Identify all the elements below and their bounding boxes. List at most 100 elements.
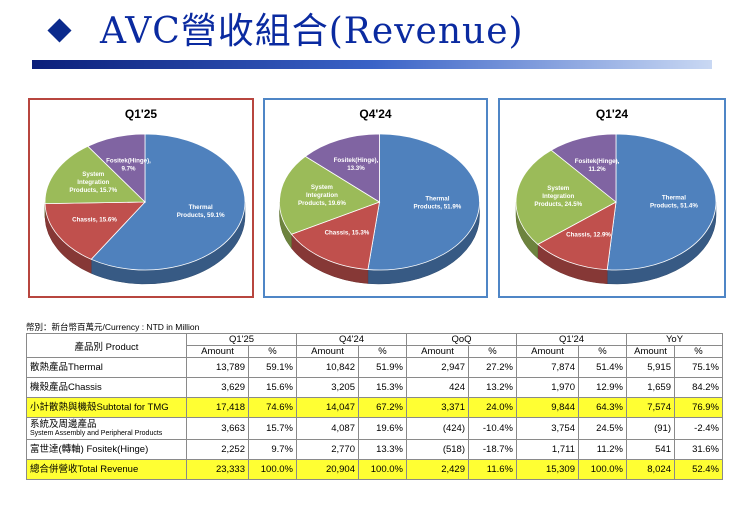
amount-cell: 13,789	[186, 357, 249, 378]
amount-header: Amount	[626, 345, 675, 358]
pie-slice	[44, 201, 146, 260]
amount-cell: (424)	[406, 417, 469, 440]
percent-header: %	[248, 345, 297, 358]
amount-cell: 9,844	[516, 397, 579, 418]
pie-slice	[367, 133, 480, 271]
table-row: 總合併營收Total Revenue 23,333 100.0% 20,904 100.…	[26, 459, 723, 480]
percent-cell: 12.9%	[578, 377, 627, 398]
pie-slice	[87, 133, 146, 203]
period-header: YoY	[626, 333, 723, 346]
percent-cell: 31.6%	[674, 439, 723, 460]
amount-cell: (518)	[406, 439, 469, 460]
amount-cell: 3,754	[516, 417, 579, 440]
row-label-subtext: System Assembly and Peripheral Products	[30, 430, 163, 437]
row-label-text: 小計散熱與機殼Subtotal for TMG	[30, 402, 169, 413]
amount-cell: 2,947	[406, 357, 469, 378]
amount-cell: 3,371	[406, 397, 469, 418]
revenue-table: 產品別 Product Q1'25 Q4'24 QoQ Q1'24 YoY Am…	[26, 333, 723, 480]
percent-cell: 52.4%	[674, 459, 723, 480]
percent-header: %	[578, 345, 627, 358]
pie-slice	[279, 155, 381, 235]
pie-title: Q4'24	[359, 107, 392, 121]
pie-svg: Q1'25 Thermal Products, 59.1% Chassis, 15.6…	[44, 107, 246, 285]
percent-cell: -2.4%	[674, 417, 723, 440]
table-row: 系統及周邊產品 System Assembly and Peripheral Pr…	[26, 417, 723, 440]
percent-cell: 11.6%	[468, 459, 517, 480]
amount-cell: 14,047	[296, 397, 359, 418]
page-title: AVC營收組合(Revenue)	[100, 11, 524, 52]
amount-cell: 4,087	[296, 417, 359, 440]
amount-cell: 17,418	[186, 397, 249, 418]
percent-cell: 9.7%	[248, 439, 297, 460]
percent-cell: -10.4%	[468, 417, 517, 440]
amount-cell: (91)	[626, 417, 675, 440]
table-header-row: 產品別 Product Q1'25 Q4'24 QoQ Q1'24 YoY	[26, 333, 723, 358]
percent-cell: 75.1%	[674, 357, 723, 378]
amount-cell: 20,904	[296, 459, 359, 480]
amount-header: Amount	[516, 345, 579, 358]
amount-cell: 1,970	[516, 377, 579, 398]
period-header: Q1'24	[516, 333, 627, 346]
pie-slice	[515, 149, 617, 245]
amount-cell: 23,333	[186, 459, 249, 480]
percent-header: %	[358, 345, 407, 358]
pie-slice	[90, 133, 246, 271]
percent-cell: -18.7%	[468, 439, 517, 460]
percent-cell: 64.3%	[578, 397, 627, 418]
pie-slice-label: Chassis, 12.9%	[566, 232, 611, 239]
percent-cell: 59.1%	[248, 357, 297, 378]
amount-cell: 7,874	[516, 357, 579, 378]
amount-header: Amount	[186, 345, 249, 358]
amount-cell: 1,711	[516, 439, 579, 460]
row-label: 系統及周邊產品 System Assembly and Peripheral Pr…	[26, 417, 187, 440]
amount-cell: 15,309	[516, 459, 579, 480]
pie-slice-label: Fositek(Hinge), 11.2%	[575, 158, 620, 173]
pie-slice-label: System Integration Products, 19.6%	[298, 184, 346, 207]
pie-chart-q1-25: Q1'25 Thermal Products, 59.1% Chassis, 15.6…	[28, 98, 254, 298]
pie-title: Q1'24	[596, 107, 629, 121]
row-label: 總合併營收Total Revenue	[26, 459, 187, 480]
amount-cell: 2,252	[186, 439, 249, 460]
table-row: 機殼產品Chassis 3,629 15.6% 3,205 15.3% 424 13.2% 1…	[26, 377, 723, 398]
period-header: QoQ	[406, 333, 517, 346]
amount-cell: 3,629	[186, 377, 249, 398]
period-header: Q4'24	[296, 333, 407, 346]
amount-cell: 1,659	[626, 377, 675, 398]
pie-slice-label: Fositek(Hinge), 13.3%	[334, 157, 379, 172]
currency-note: 幣別：新台幣百萬元/Currency : NTD in Million	[26, 322, 200, 332]
pie-svg: Q1'24 Thermal Products, 51.4% Chassis, 12.9…	[515, 107, 717, 285]
page-header: AVC營收組合(Revenue)	[0, 0, 740, 69]
pie-slice-label: Chassis, 15.6%	[72, 216, 117, 223]
amount-cell: 3,663	[186, 417, 249, 440]
percent-cell: 51.9%	[358, 357, 407, 378]
amount-cell: 424	[406, 377, 469, 398]
pie-slice-label: System Integration Products, 24.5%	[534, 185, 582, 208]
row-label-text: 系統及周邊產品	[30, 419, 97, 430]
row-label-text: 總合併營收Total Revenue	[30, 464, 139, 475]
amount-cell: 2,429	[406, 459, 469, 480]
percent-cell: 11.2%	[578, 439, 627, 460]
row-label-text: 機殼產品Chassis	[30, 382, 102, 393]
pie-slice-label: System Integration Products, 15.7%	[69, 171, 117, 194]
percent-header: %	[468, 345, 517, 358]
table-row: 散熱產品Thermal 13,789 59.1% 10,842 51.9% 2,947 27…	[26, 357, 723, 378]
percent-cell: 24.5%	[578, 417, 627, 440]
pie-chart-q1-24: Q1'24 Thermal Products, 51.4% Chassis, 12.9…	[498, 98, 726, 298]
row-label: 小計散熱與機殼Subtotal for TMG	[26, 397, 187, 418]
product-header: 產品別 Product	[26, 333, 187, 358]
pie-slice	[290, 201, 381, 270]
pie-slice-label: Fositek(Hinge), 9.7%	[106, 157, 151, 172]
percent-cell: 13.3%	[358, 439, 407, 460]
percent-cell: 27.2%	[468, 357, 517, 378]
title-underline-bar	[32, 60, 712, 69]
amount-cell: 8,024	[626, 459, 675, 480]
amount-cell: 5,915	[626, 357, 675, 378]
amount-cell: 7,574	[626, 397, 675, 418]
percent-cell: 76.9%	[674, 397, 723, 418]
amount-header: Amount	[296, 345, 359, 358]
pie-slice	[304, 133, 380, 203]
percent-cell: 84.2%	[674, 377, 723, 398]
pie-slice-label: Thermal Products, 51.9%	[413, 195, 461, 210]
pie-slice	[606, 133, 717, 271]
pie-slice	[44, 145, 146, 205]
